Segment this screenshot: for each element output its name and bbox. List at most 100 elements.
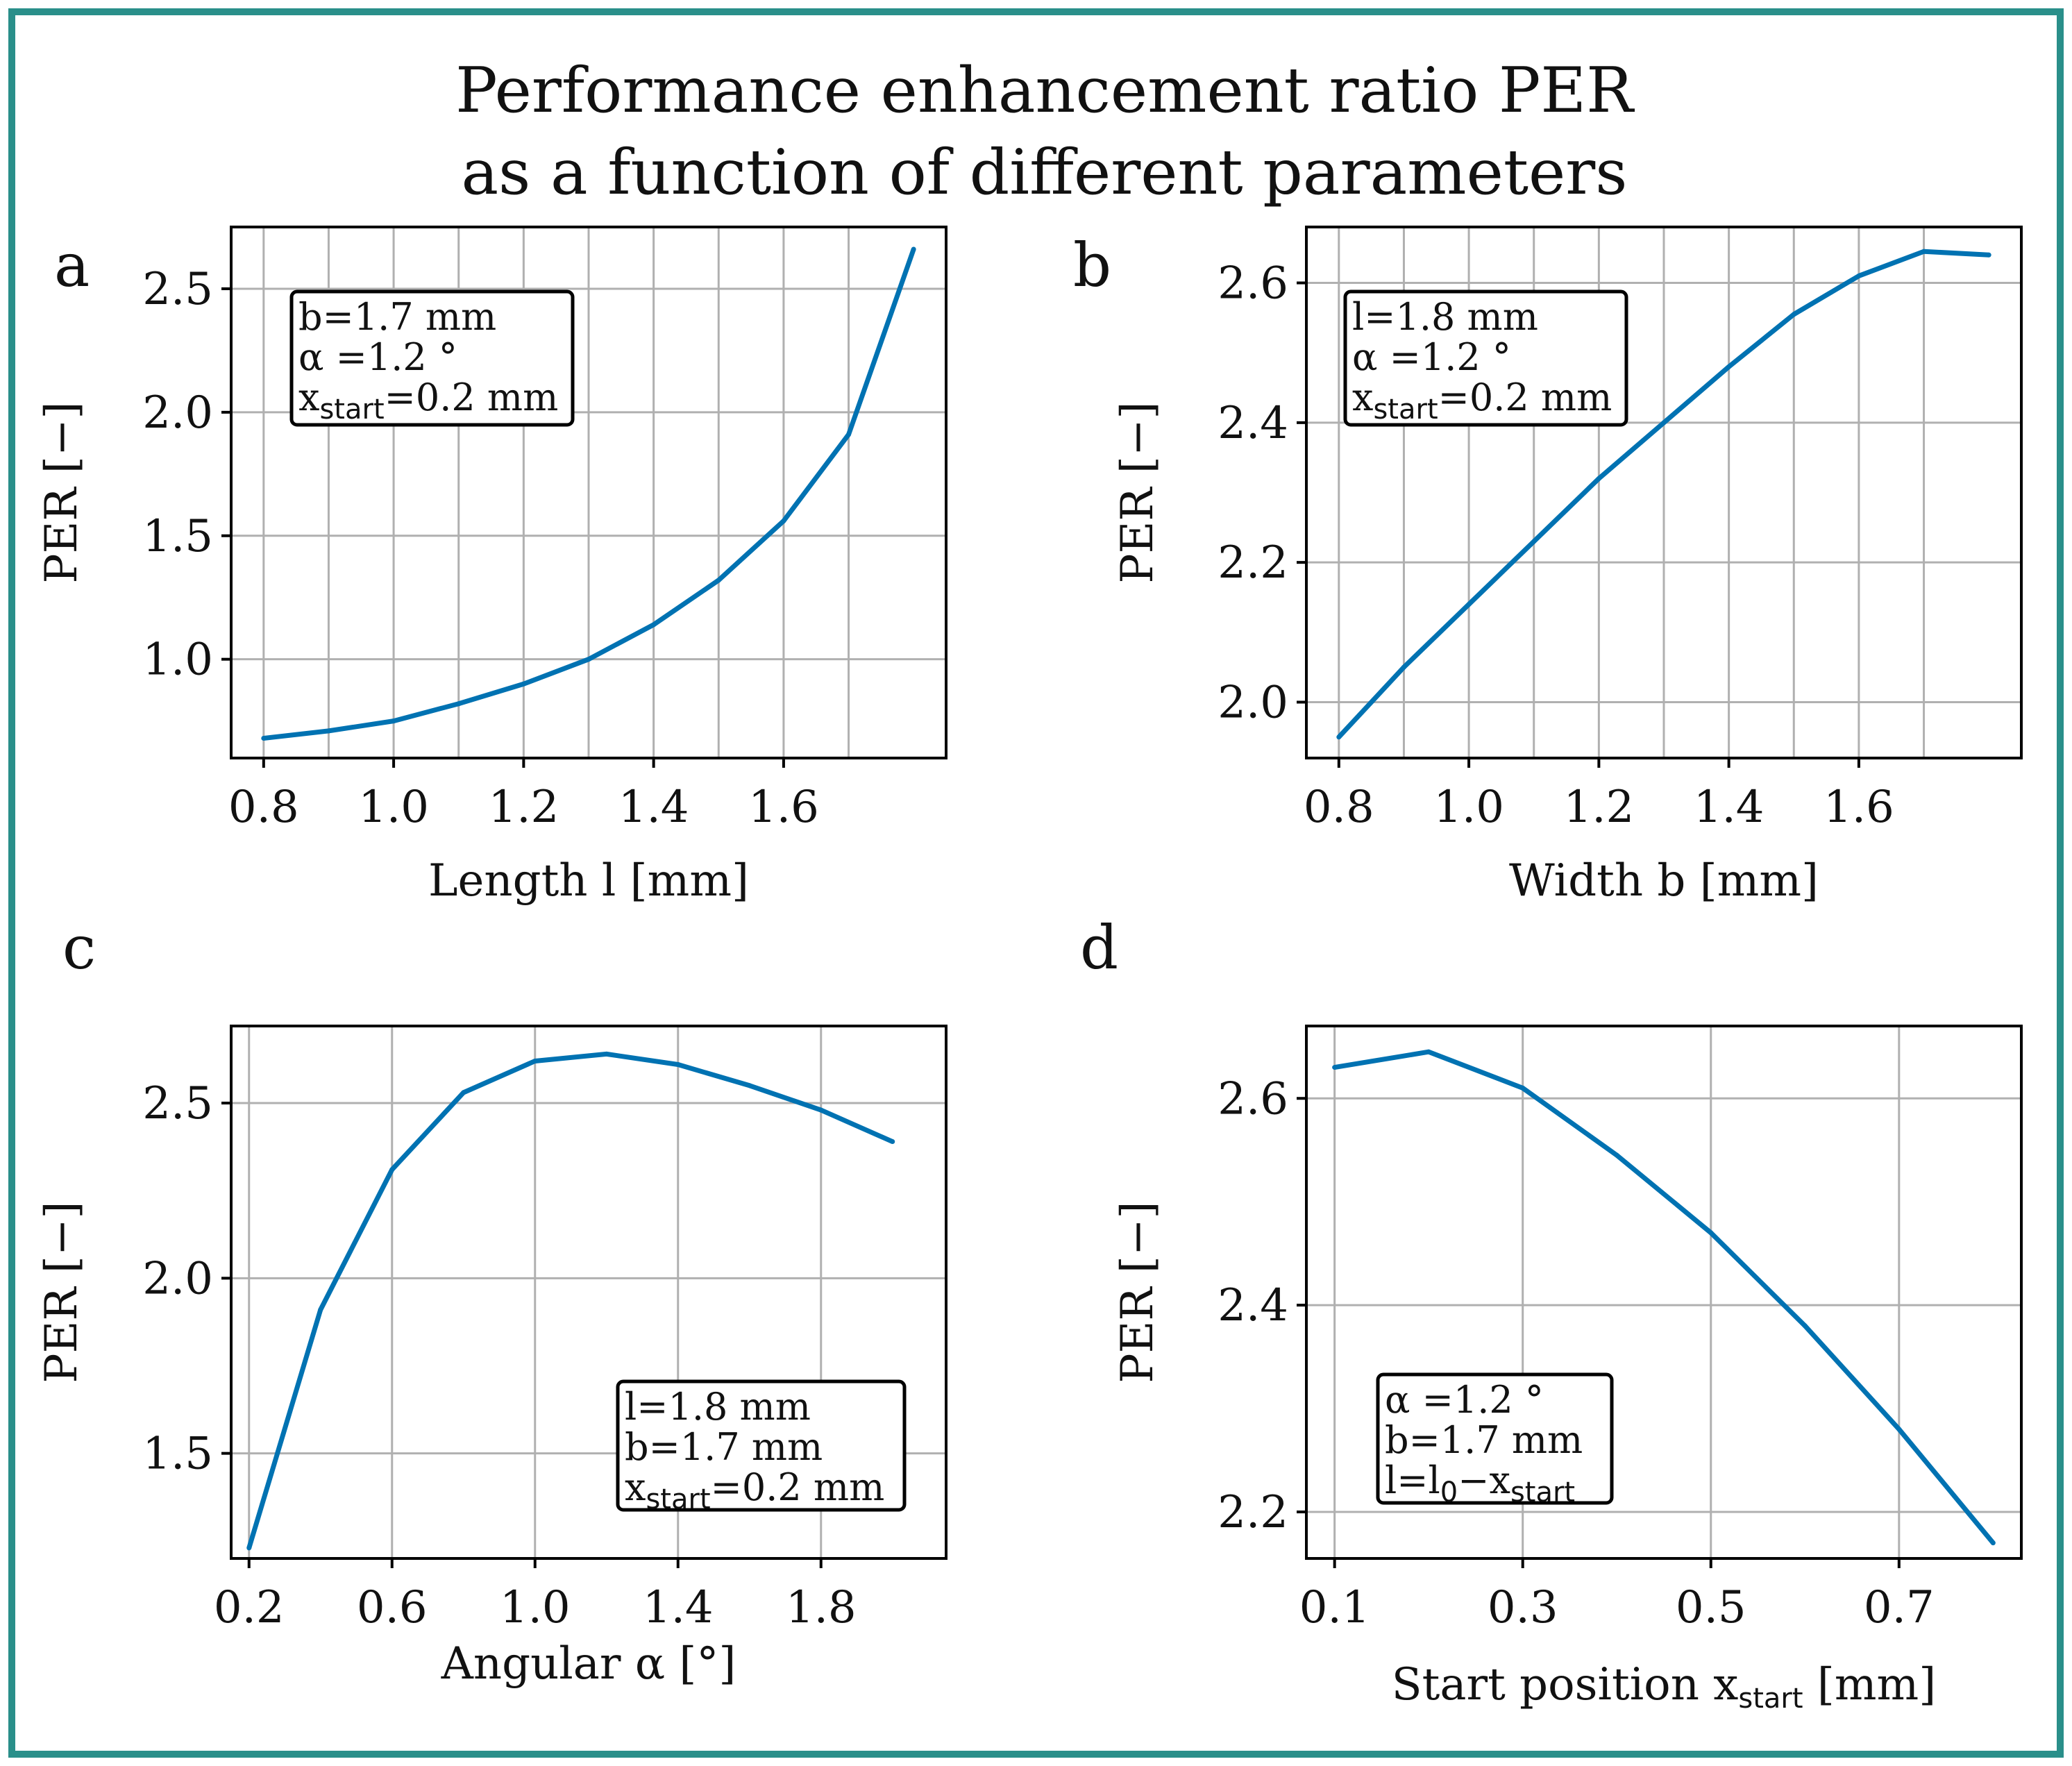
data-point (1791, 312, 1796, 317)
x-tick-label: 1.8 (786, 1582, 857, 1633)
annotation-line: l=1.8 mm (625, 1385, 811, 1429)
data-point (521, 681, 526, 687)
data-point (818, 1107, 824, 1113)
data-point (781, 518, 786, 523)
x-tick-label: 1.0 (358, 782, 429, 833)
y-axis-label: PER [−] (36, 1202, 87, 1384)
data-point (846, 432, 852, 437)
data-point (1614, 1152, 1619, 1158)
data-point (326, 728, 331, 734)
data-point (456, 701, 462, 707)
y-tick-label: 2.6 (1218, 1073, 1288, 1125)
data-point (389, 1167, 395, 1172)
data-point (651, 622, 657, 628)
annotation-line: α =1.2 ° (1352, 335, 1511, 379)
x-tick-label: 1.4 (1694, 782, 1764, 833)
panel-letter: d (1080, 914, 1118, 983)
panel-letter: a (54, 231, 90, 301)
data-point (716, 578, 721, 583)
annotation-line: b=1.7 mm (298, 295, 496, 339)
annotation-line: b=1.7 mm (625, 1425, 823, 1469)
annotation-line: xstart=0.2 mm (298, 376, 558, 426)
x-tick-label: 1.2 (1563, 782, 1634, 833)
data-point (1661, 420, 1667, 426)
x-tick-label: 0.6 (357, 1582, 428, 1633)
annotation-frame (616, 1379, 907, 1512)
y-tick-label: 1.5 (142, 511, 213, 562)
x-tick-label: 0.3 (1488, 1582, 1558, 1633)
y-tick-label: 2.0 (142, 1253, 213, 1304)
panel-letter: c (62, 914, 96, 983)
annotation-line: xstart=0.2 mm (625, 1465, 884, 1515)
y-tick-label: 2.2 (1218, 537, 1288, 589)
y-tick-label: 2.6 (1218, 258, 1288, 310)
axes-frame (1305, 1025, 2023, 1560)
data-point (1596, 476, 1601, 481)
title-line-2: as a function of different parameters (461, 136, 1628, 209)
data-point (1332, 1065, 1338, 1070)
data-point (261, 736, 267, 741)
annotation-box: b=1.7 mm α =1.2 °xstart=0.2 mm (289, 289, 575, 427)
data-point (1726, 364, 1732, 369)
series-line (246, 1051, 894, 1549)
annotation-box: α =1.2 ° b=1.7 mml=l0−xstart (1376, 1372, 1614, 1508)
data-point (1896, 1427, 1902, 1432)
x-tick-label: 0.2 (214, 1582, 285, 1633)
y-axis-label: PER [−] (1112, 402, 1163, 584)
annotation-frame (1343, 289, 1628, 427)
x-tick-label: 0.8 (228, 782, 299, 833)
annotation-box: l=1.8 mm α =1.2 °xstart=0.2 mm (1343, 289, 1628, 427)
x-axis-label: Start position xstart [mm] (1392, 1659, 1936, 1715)
annotation-frame (1376, 1372, 1614, 1505)
annotation-line: α =1.2 ° (298, 335, 457, 379)
annotation-line: l=l0−xstart (1385, 1458, 1575, 1508)
y-tick-label: 2.5 (142, 264, 213, 315)
data-point (391, 718, 396, 724)
y-tick-label: 2.4 (1218, 1280, 1288, 1331)
y-axis-label: PER [−] (1112, 1202, 1163, 1384)
data-point (1520, 1085, 1526, 1091)
series-line (1334, 1049, 1996, 1545)
y-tick-label: 2.4 (1218, 398, 1288, 449)
x-axis-label: Angular α [°] (441, 1638, 736, 1690)
data-point (1921, 249, 1927, 254)
x-tick-label: 0.5 (1676, 1582, 1746, 1633)
data-point (1426, 1049, 1431, 1054)
data-point (747, 1083, 752, 1088)
panel-d: 0.1 0.3 0.5 0.7 2.2 2.4 2.6 d Start position xst… (1080, 914, 2023, 1715)
axes-frame (1305, 226, 2023, 759)
x-tick-label: 1.6 (748, 782, 819, 833)
data-point (1990, 1540, 1996, 1546)
y-tick-label: 1.0 (142, 634, 213, 686)
annotation-line: b=1.7 mm (1385, 1418, 1583, 1462)
axes-frame (230, 1025, 947, 1560)
y-tick-label: 2.0 (1218, 677, 1288, 728)
x-tick-label: 0.7 (1864, 1582, 1935, 1633)
x-tick-label: 0.8 (1304, 782, 1374, 833)
panel-c: 0.2 0.6 1.0 1.4 1.8 1.5 2.0 2.5 c Angular α [°] PE… (36, 914, 947, 1690)
panel-letter: b (1073, 231, 1111, 301)
panel-b: 0.8 1.0 1.2 1.4 1.6 2.0 2.2 2.4 2.6 b Width b [mm]… (1073, 226, 2023, 907)
y-tick-label: 1.5 (142, 1429, 213, 1480)
annotation-line: xstart=0.2 mm (1352, 376, 1612, 426)
y-tick-label: 2.2 (1218, 1487, 1288, 1538)
data-point (1531, 539, 1537, 544)
x-tick-label: 1.4 (618, 782, 689, 833)
annotation-line: l=1.8 mm (1352, 295, 1538, 339)
data-point (911, 246, 916, 252)
data-point (1336, 734, 1342, 740)
data-point (1708, 1230, 1714, 1236)
data-point (1856, 273, 1862, 278)
data-point (1986, 252, 1991, 258)
figure-title: Performance enhancement ratio PER as a f… (15, 50, 2072, 214)
y-tick-label: 2.0 (142, 387, 213, 439)
data-point (1802, 1323, 1808, 1329)
x-axis-label: Length l [mm] (428, 855, 749, 907)
data-point (675, 1062, 681, 1068)
x-tick-label: 0.1 (1299, 1582, 1370, 1633)
title-line-1: Performance enhancement ratio PER (455, 54, 1633, 127)
x-tick-label: 1.0 (500, 1582, 571, 1633)
axes-frame (230, 226, 947, 759)
x-tick-label: 1.4 (643, 1582, 714, 1633)
